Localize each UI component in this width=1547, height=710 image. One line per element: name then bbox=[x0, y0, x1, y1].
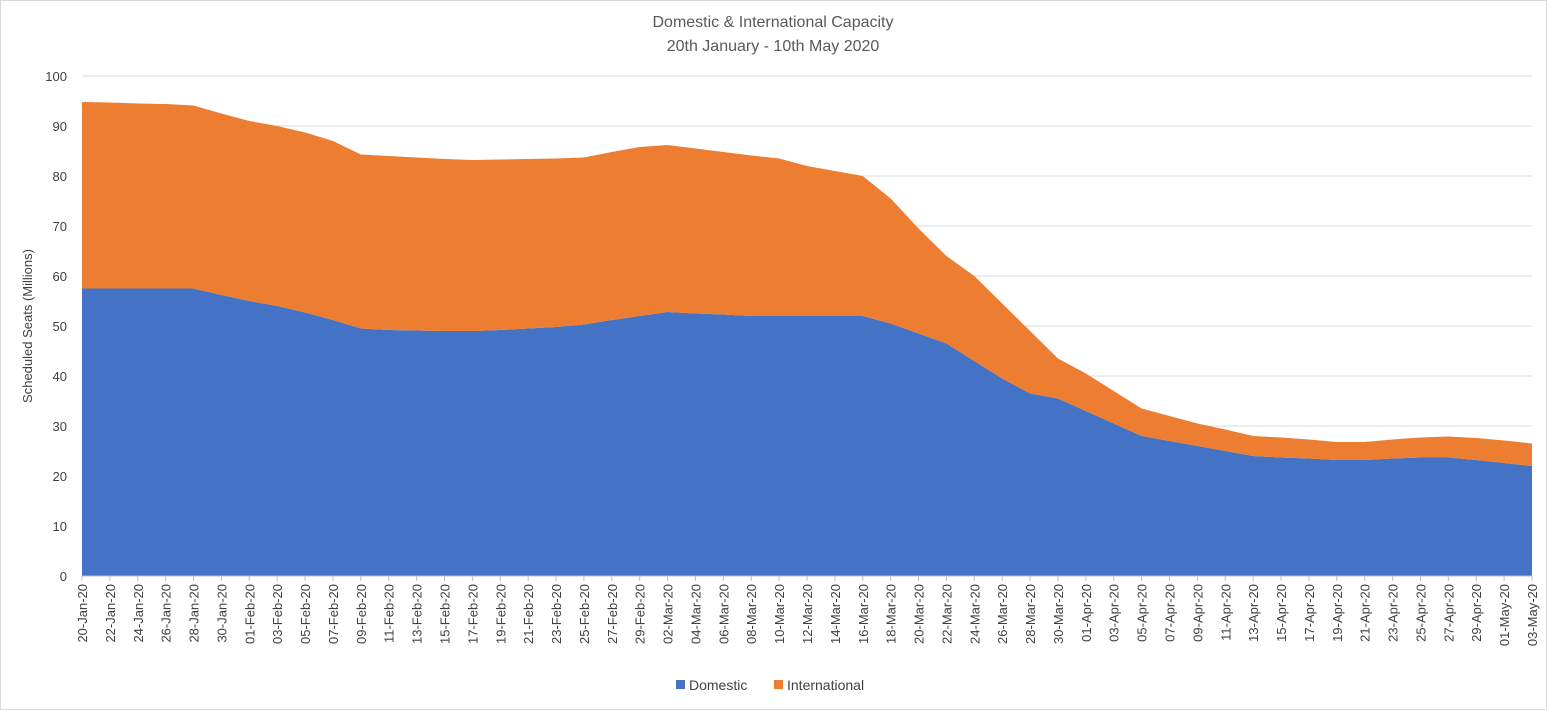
x-tick-label: 16-Mar-20 bbox=[856, 584, 871, 644]
x-tick-label: 18-Mar-20 bbox=[884, 584, 899, 644]
legend-swatch-international bbox=[774, 680, 783, 689]
x-tick-label: 17-Feb-20 bbox=[465, 584, 480, 644]
x-tick-label: 24-Mar-20 bbox=[967, 584, 982, 644]
y-tick-label: 100 bbox=[45, 69, 67, 84]
legend: Domestic International bbox=[676, 677, 864, 693]
x-tick-label: 27-Feb-20 bbox=[605, 584, 620, 644]
legend-label-domestic: Domestic bbox=[689, 677, 747, 693]
x-tick-label: 20-Mar-20 bbox=[912, 584, 927, 644]
x-tick-label: 29-Feb-20 bbox=[633, 584, 648, 644]
y-tick-label: 20 bbox=[53, 469, 67, 484]
x-tick-label: 30-Mar-20 bbox=[1051, 584, 1066, 644]
x-tick-label: 13-Feb-20 bbox=[410, 584, 425, 644]
x-tick-label: 15-Apr-20 bbox=[1274, 584, 1289, 642]
x-tick-label: 13-Apr-20 bbox=[1246, 584, 1261, 642]
x-tick-label: 11-Feb-20 bbox=[382, 584, 397, 643]
x-tick-label: 19-Feb-20 bbox=[493, 584, 508, 644]
y-tick-label: 70 bbox=[53, 219, 67, 234]
x-tick-label: 06-Mar-20 bbox=[716, 584, 731, 644]
y-tick-label: 40 bbox=[53, 369, 67, 384]
y-axis-label: Scheduled Seats (Millions) bbox=[20, 249, 35, 403]
x-tick-label: 15-Feb-20 bbox=[438, 584, 453, 644]
x-tick-label: 03-Apr-20 bbox=[1107, 584, 1122, 642]
x-tick-label: 27-Apr-20 bbox=[1441, 584, 1456, 642]
x-tick-label: 10-Mar-20 bbox=[772, 584, 787, 644]
y-tick-label: 80 bbox=[53, 169, 67, 184]
x-tick-label: 28-Jan-20 bbox=[187, 584, 202, 643]
x-tick-label: 04-Mar-20 bbox=[688, 584, 703, 644]
area-domestic bbox=[82, 288, 1532, 576]
y-tick-label: 30 bbox=[53, 419, 67, 434]
x-tick-label: 14-Mar-20 bbox=[828, 584, 843, 644]
y-tick-label: 10 bbox=[53, 519, 67, 534]
x-tick-label: 01-Feb-20 bbox=[242, 584, 257, 644]
x-tick-label: 24-Jan-20 bbox=[131, 584, 146, 643]
y-axis-ticks: 0 10 20 30 40 50 60 70 80 90 100 bbox=[45, 69, 67, 584]
y-tick-label: 0 bbox=[60, 569, 67, 584]
x-tick-label: 26-Mar-20 bbox=[995, 584, 1010, 644]
x-tick-label: 08-Mar-20 bbox=[744, 584, 759, 644]
x-tick-label: 25-Apr-20 bbox=[1413, 584, 1428, 642]
x-tick-label: 26-Jan-20 bbox=[159, 584, 174, 643]
x-tick-label: 11-Apr-20 bbox=[1218, 584, 1233, 641]
x-axis-ticks: 20-Jan-20 22-Jan-20 24-Jan-20 26-Jan-20 28-J… bbox=[75, 576, 1540, 646]
x-tick-label: 19-Apr-20 bbox=[1330, 584, 1345, 642]
area-series bbox=[82, 102, 1532, 576]
x-tick-label: 17-Apr-20 bbox=[1302, 584, 1317, 642]
x-tick-label: 01-Apr-20 bbox=[1079, 584, 1094, 642]
x-tick-label: 28-Mar-20 bbox=[1023, 584, 1038, 644]
x-tick-label: 02-Mar-20 bbox=[661, 584, 676, 644]
chart-title: Domestic & International Capacity bbox=[653, 14, 894, 31]
x-tick-label: 23-Apr-20 bbox=[1386, 584, 1401, 642]
x-tick-label: 30-Jan-20 bbox=[214, 584, 229, 643]
x-tick-label: 29-Apr-20 bbox=[1469, 584, 1484, 642]
x-tick-label: 01-May-20 bbox=[1497, 584, 1512, 646]
x-tick-label: 22-Jan-20 bbox=[103, 584, 118, 643]
x-tick-label: 21-Apr-20 bbox=[1358, 584, 1373, 642]
x-tick-label: 20-Jan-20 bbox=[75, 584, 90, 643]
x-tick-label: 07-Feb-20 bbox=[326, 584, 341, 644]
x-tick-label: 22-Mar-20 bbox=[939, 584, 954, 644]
x-tick-label: 23-Feb-20 bbox=[549, 584, 564, 644]
x-tick-label: 03-May-20 bbox=[1525, 584, 1540, 646]
area-international bbox=[82, 102, 1532, 466]
y-tick-label: 50 bbox=[53, 319, 67, 334]
x-tick-label: 05-Apr-20 bbox=[1135, 584, 1150, 642]
y-tick-label: 60 bbox=[53, 269, 67, 284]
x-tick-label: 25-Feb-20 bbox=[577, 584, 592, 644]
x-tick-label: 09-Feb-20 bbox=[354, 584, 369, 644]
chart-subtitle: 20th January - 10th May 2020 bbox=[667, 38, 880, 55]
x-tick-label: 05-Feb-20 bbox=[298, 584, 313, 644]
x-tick-label: 21-Feb-20 bbox=[521, 584, 536, 644]
legend-swatch-domestic bbox=[676, 680, 685, 689]
x-tick-label: 03-Feb-20 bbox=[270, 584, 285, 644]
x-tick-label: 07-Apr-20 bbox=[1163, 584, 1178, 642]
x-tick-label: 12-Mar-20 bbox=[800, 584, 815, 644]
legend-label-international: International bbox=[787, 677, 864, 693]
y-tick-label: 90 bbox=[53, 119, 67, 134]
x-tick-label: 09-Apr-20 bbox=[1190, 584, 1205, 642]
